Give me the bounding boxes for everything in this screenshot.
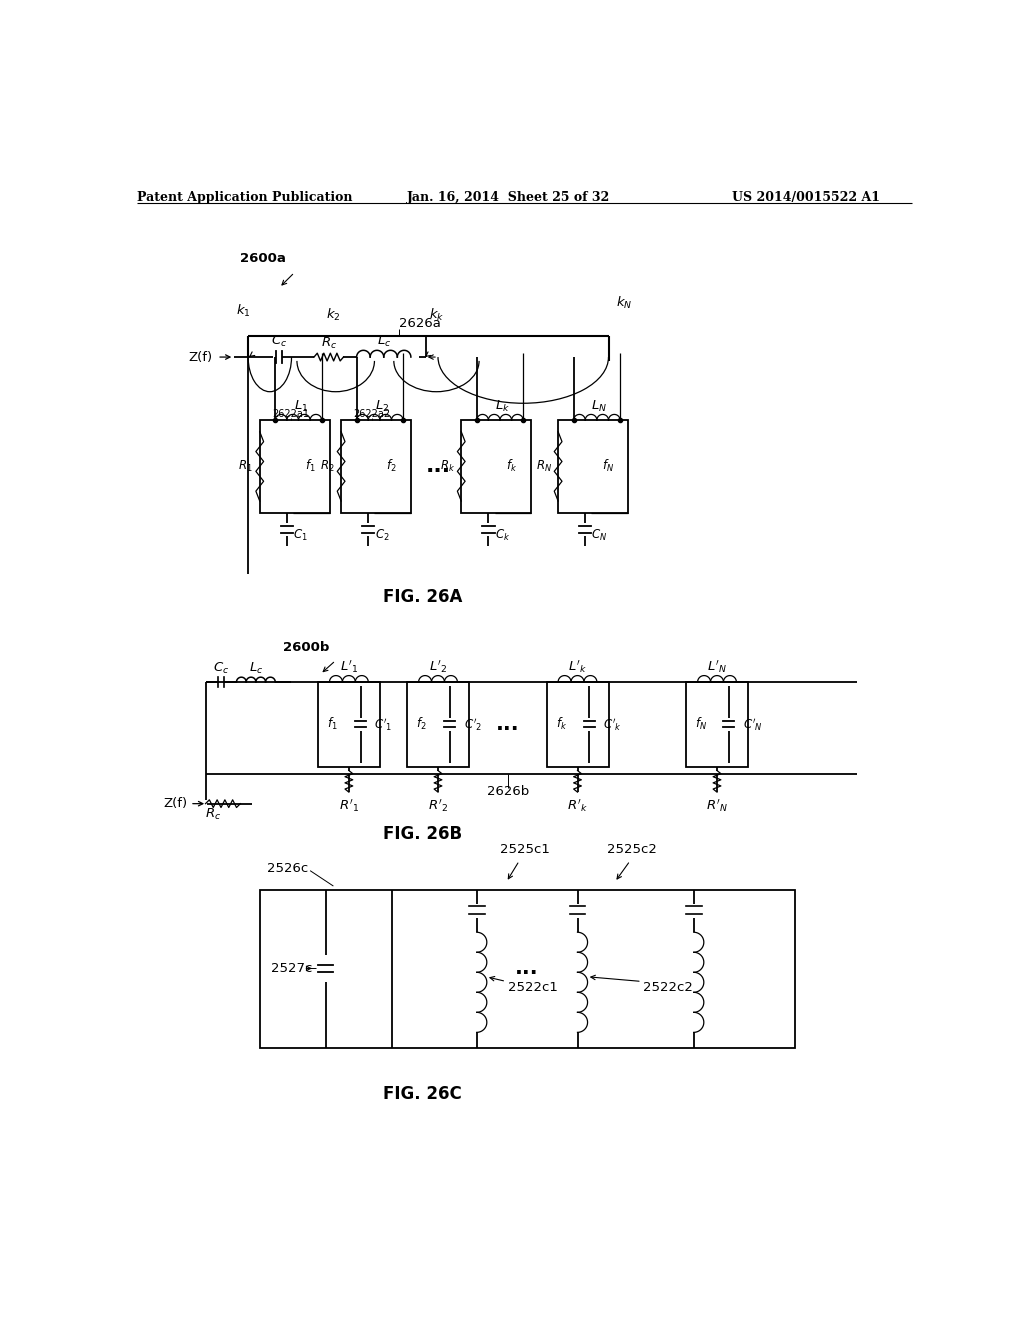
Text: 2525c2: 2525c2 [607, 843, 656, 857]
Text: 2622a2: 2622a2 [353, 409, 391, 418]
Text: 2626a: 2626a [399, 317, 441, 330]
Text: ...: ... [515, 958, 539, 978]
Text: $C_c$: $C_c$ [213, 660, 229, 676]
Text: $C'_k$: $C'_k$ [603, 715, 622, 733]
Text: 2526c: 2526c [267, 862, 309, 875]
Bar [260, 890, 795, 1048]
Text: 2622a1: 2622a1 [272, 409, 309, 418]
Text: ...: ... [425, 457, 451, 477]
Text: 2600a: 2600a [241, 252, 287, 265]
Text: $L'_k$: $L'_k$ [568, 659, 587, 675]
Text: $L_2$: $L_2$ [375, 399, 389, 414]
Text: FIG. 26A: FIG. 26A [383, 589, 462, 606]
Bar [407, 682, 469, 767]
Text: $R_k$: $R_k$ [439, 459, 455, 474]
Text: Jan. 16, 2014  Sheet 25 of 32: Jan. 16, 2014 Sheet 25 of 32 [407, 190, 610, 203]
Text: $L_c$: $L_c$ [377, 334, 391, 350]
Text: $f_k$: $f_k$ [556, 717, 567, 733]
Text: $C_N$: $C_N$ [591, 528, 607, 544]
Bar [317, 682, 380, 767]
Text: $R'_2$: $R'_2$ [428, 797, 447, 814]
Text: 2527c: 2527c [271, 962, 312, 975]
Bar [558, 420, 628, 512]
Text: $R_c$: $R_c$ [205, 807, 221, 822]
Text: $f_2$: $f_2$ [417, 717, 427, 733]
Bar [686, 682, 748, 767]
Text: $k_1$: $k_1$ [237, 302, 251, 319]
Text: Patent Application Publication: Patent Application Publication [137, 190, 353, 203]
Text: $L'_2$: $L'_2$ [429, 659, 447, 675]
Text: $f_k$: $f_k$ [506, 458, 517, 474]
Text: $L_c$: $L_c$ [249, 660, 263, 676]
Text: $C_k$: $C_k$ [495, 528, 510, 544]
Text: 2626b: 2626b [486, 785, 528, 797]
Text: $f_1$: $f_1$ [305, 458, 315, 474]
Text: $f_N$: $f_N$ [602, 458, 614, 474]
Text: $C_c$: $C_c$ [271, 334, 287, 350]
Text: Z(f): Z(f) [163, 797, 187, 810]
Text: $R_1$: $R_1$ [239, 459, 253, 474]
Bar [461, 420, 531, 512]
Text: $f_N$: $f_N$ [695, 717, 708, 733]
Bar [341, 420, 411, 512]
Text: US 2014/0015522 A1: US 2014/0015522 A1 [732, 190, 881, 203]
Text: 2525c1: 2525c1 [500, 843, 550, 857]
Text: FIG. 26B: FIG. 26B [383, 825, 462, 843]
Text: $C'_2$: $C'_2$ [464, 715, 482, 733]
Text: 2522c1: 2522c1 [508, 981, 558, 994]
Text: $C'_N$: $C'_N$ [742, 715, 762, 733]
Text: $C'_1$: $C'_1$ [375, 715, 393, 733]
Text: 2522c2: 2522c2 [643, 981, 693, 994]
Text: $f_2$: $f_2$ [386, 458, 396, 474]
Text: Z(f): Z(f) [188, 351, 213, 363]
Bar [547, 682, 608, 767]
Text: $C_2$: $C_2$ [375, 528, 389, 544]
Text: $C_1$: $C_1$ [294, 528, 308, 544]
Text: $R_c$: $R_c$ [321, 335, 337, 351]
Text: $R'_k$: $R'_k$ [567, 797, 588, 814]
Text: $k_2$: $k_2$ [326, 306, 340, 322]
Bar [260, 420, 330, 512]
Text: $L_N$: $L_N$ [591, 399, 607, 414]
Text: $k_N$: $k_N$ [616, 294, 633, 312]
Text: $L_k$: $L_k$ [495, 399, 510, 414]
Text: $L'_N$: $L'_N$ [707, 659, 727, 675]
Text: $L'_1$: $L'_1$ [340, 659, 358, 675]
Text: $R_N$: $R_N$ [537, 459, 552, 474]
Text: FIG. 26C: FIG. 26C [383, 1085, 462, 1104]
Text: $R'_N$: $R'_N$ [707, 797, 728, 814]
Text: $L_1$: $L_1$ [294, 399, 308, 414]
Text: $R_2$: $R_2$ [319, 459, 335, 474]
Text: $R'_1$: $R'_1$ [339, 797, 358, 814]
Text: $f_1$: $f_1$ [328, 717, 338, 733]
Text: $k_k$: $k_k$ [429, 306, 444, 322]
Text: 2600b: 2600b [283, 640, 330, 653]
Text: ...: ... [496, 714, 519, 734]
